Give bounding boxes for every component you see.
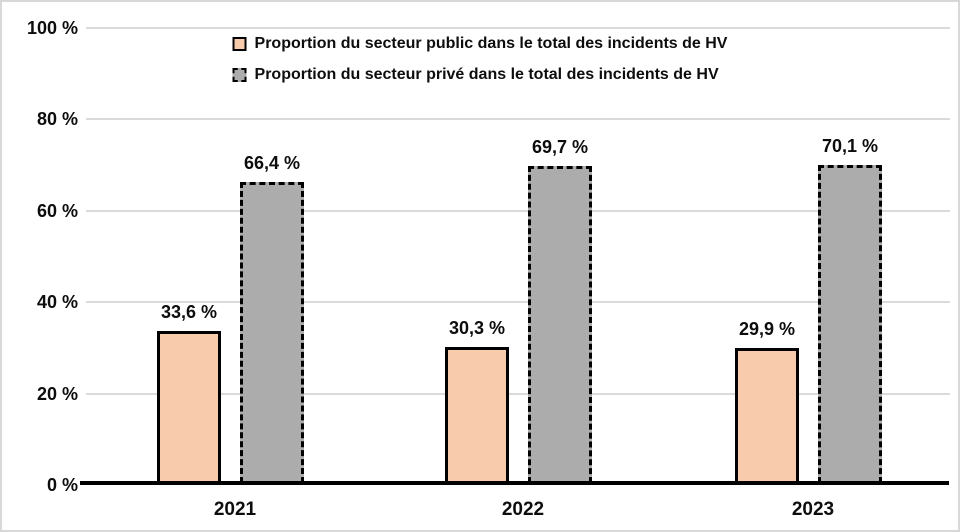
- legend-item-private: Proportion du secteur privé dans le tota…: [232, 66, 728, 84]
- bar-2023-public: [735, 348, 799, 483]
- bar-2022-private: [528, 166, 592, 483]
- x-axis-line: [80, 481, 949, 485]
- bar-2023-private: [818, 165, 882, 483]
- value-label: 29,9 %: [738, 319, 796, 339]
- gridline: [86, 210, 950, 212]
- gridline: [86, 118, 950, 120]
- bar-2021-public: [157, 331, 221, 483]
- bar-2022-public: [445, 347, 509, 483]
- value-label: 33,6 %: [160, 302, 218, 322]
- value-label: 30,3 %: [448, 318, 506, 338]
- gridline: [86, 301, 950, 303]
- y-tick-label: 20 %: [36, 384, 78, 404]
- y-tick-label: 100 %: [26, 18, 78, 38]
- value-label: 70,1 %: [821, 136, 879, 156]
- y-tick-label: 0 %: [46, 475, 78, 495]
- x-tick-label: 2022: [501, 499, 545, 520]
- bar-2021-private: [240, 182, 304, 483]
- legend-label-public: Proportion du secteur public dans le tot…: [254, 35, 728, 52]
- y-tick-label: 40 %: [36, 292, 78, 312]
- legend-swatch-public-icon: [232, 37, 247, 51]
- gridline: [86, 27, 950, 29]
- gridline: [86, 393, 950, 395]
- legend: Proportion du secteur public dans le tot…: [232, 35, 728, 84]
- x-tick-label: 2021: [213, 499, 257, 520]
- legend-swatch-private-icon: [232, 68, 247, 82]
- x-tick-label: 2023: [791, 499, 835, 520]
- y-tick-label: 80 %: [36, 109, 78, 129]
- value-label: 69,7 %: [531, 137, 589, 157]
- y-tick-label: 60 %: [36, 201, 78, 221]
- legend-label-private: Proportion du secteur privé dans le tota…: [254, 66, 719, 83]
- value-label: 66,4 %: [243, 153, 301, 173]
- legend-item-public: Proportion du secteur public dans le tot…: [232, 35, 728, 53]
